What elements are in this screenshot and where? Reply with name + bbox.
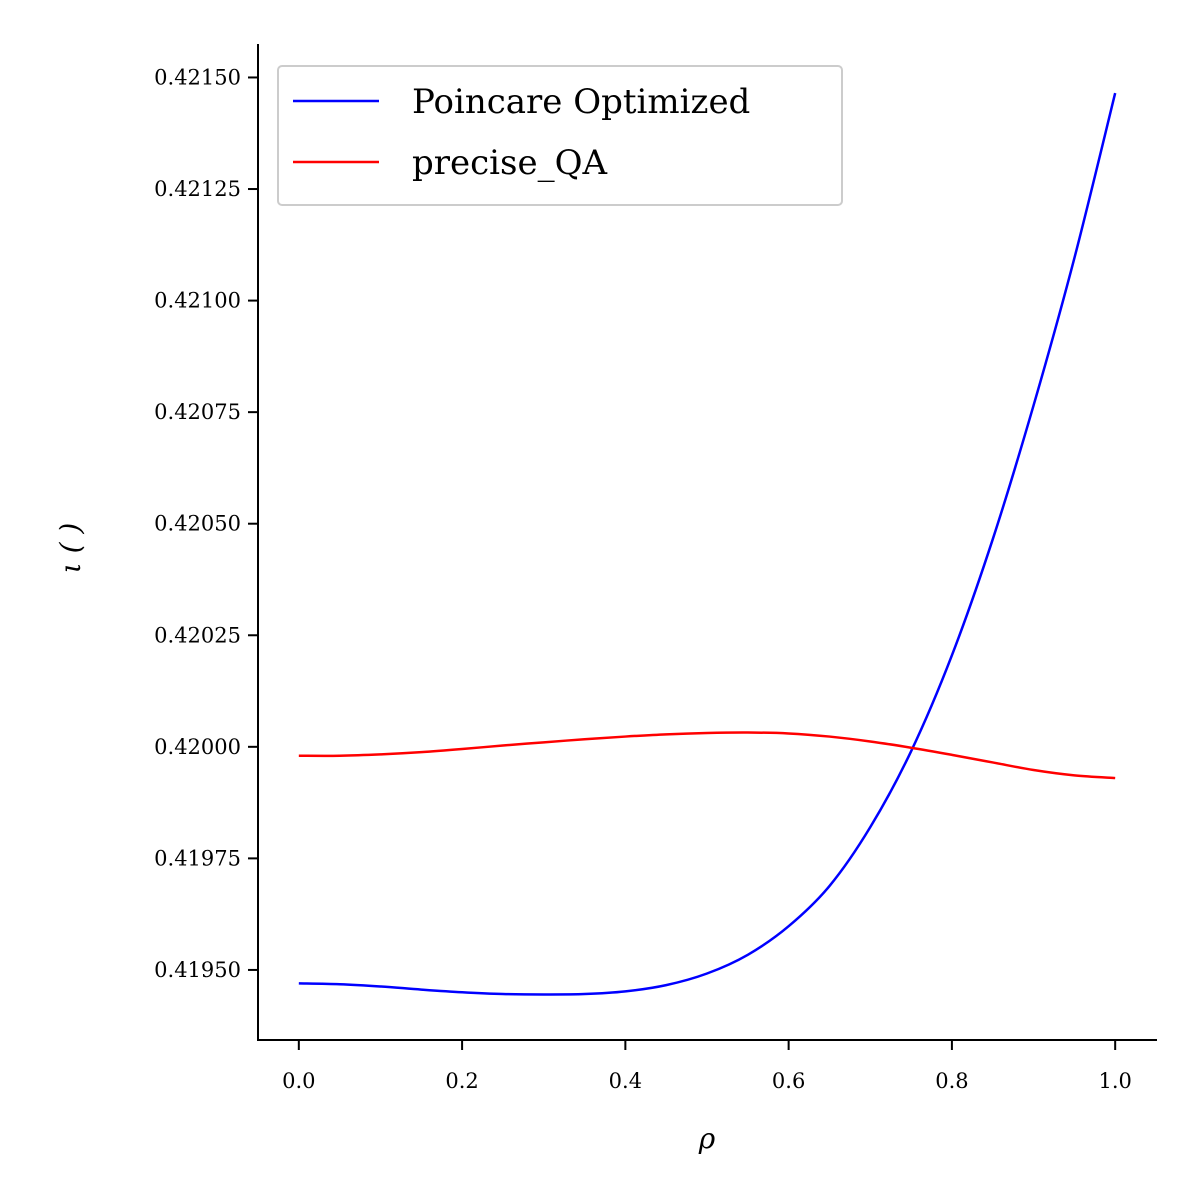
x-tick-label: 1.0: [1098, 1069, 1131, 1093]
y-tick-label: 0.42150: [154, 65, 241, 89]
y-tick-label: 0.42000: [154, 735, 241, 759]
legend: Poincare Optimized precise_QA: [277, 65, 843, 206]
y-tick-label: 0.42100: [154, 289, 241, 313]
y-tick-label: 0.42025: [154, 623, 241, 647]
y-tick-label: 0.42125: [154, 177, 241, 201]
series-line-precise-qa: [298, 731, 1116, 780]
legend-box: [277, 65, 843, 206]
plot-area: [298, 92, 1117, 996]
y-tick-label: 0.41950: [154, 958, 241, 982]
x-tick-label: 0.6: [772, 1069, 805, 1093]
y-tick-label: 0.41975: [154, 846, 241, 870]
x-ticks: 0.0 0.2 0.4 0.6 0.8 1.0: [282, 1040, 1132, 1093]
y-tick-label: 0.42050: [154, 512, 241, 536]
series-line-poincare-optimized: [298, 92, 1117, 996]
x-tick-label: 0.8: [935, 1069, 968, 1093]
x-axis-label: ρ: [698, 1122, 716, 1155]
y-tick-label: 0.42075: [154, 400, 241, 424]
y-ticks: 0.41950 0.41975 0.42000 0.42025 0.42050 0.420…: [154, 65, 258, 982]
x-tick-label: 0.2: [445, 1069, 478, 1093]
legend-label-precise-qa: precise_QA: [412, 143, 607, 183]
legend-label-poincare: Poincare Optimized: [412, 82, 750, 122]
x-tick-label: 0.0: [282, 1069, 315, 1093]
x-tick-label: 0.4: [609, 1069, 642, 1093]
y-axis-label: ι ( ): [54, 523, 87, 574]
